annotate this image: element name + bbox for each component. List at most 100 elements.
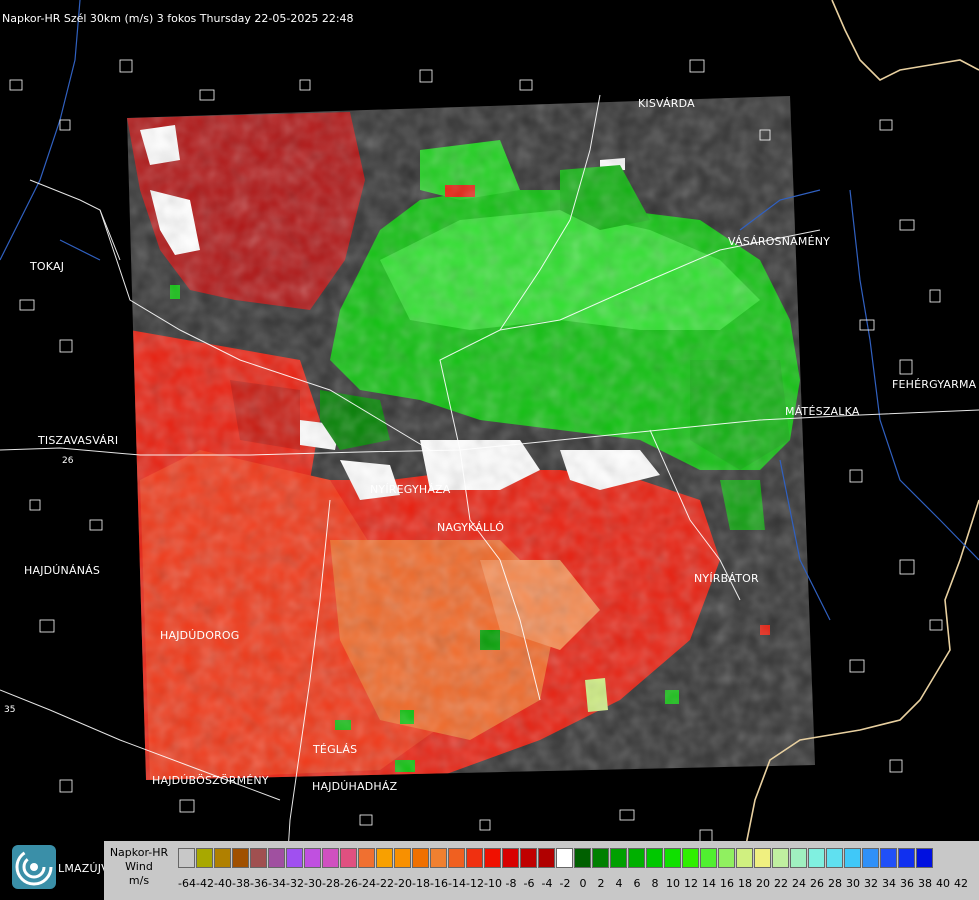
legend-swatch <box>448 848 465 868</box>
legend-tick-label: -18 <box>412 877 430 890</box>
legend-swatch <box>484 848 501 868</box>
legend-swatch <box>862 848 879 868</box>
swirl-icon <box>15 848 53 886</box>
legend-tick-label: 12 <box>684 877 698 890</box>
legend-swatch <box>196 848 213 868</box>
legend-tick-label: -10 <box>484 877 502 890</box>
legend-swatch <box>322 848 339 868</box>
legend-swatches <box>178 848 934 868</box>
legend-tick-label: 24 <box>792 877 806 890</box>
legend-swatch <box>682 848 699 868</box>
legend-tick-label: 34 <box>882 877 896 890</box>
legend-swatch <box>178 848 195 868</box>
legend-tick-label: 10 <box>666 877 680 890</box>
legend-swatch <box>574 848 591 868</box>
legend-tick-label: 4 <box>615 877 623 890</box>
legend-swatch <box>376 848 393 868</box>
legend-tick-label: 36 <box>900 877 914 890</box>
legend-tick-label: -2 <box>559 877 571 890</box>
legend-swatch <box>466 848 483 868</box>
legend-tick-label: -42 <box>196 877 214 890</box>
legend-tick-label: -16 <box>430 877 448 890</box>
legend-tick-label: -24 <box>358 877 376 890</box>
legend-tick-label: -38 <box>232 877 250 890</box>
legend-swatch <box>628 848 645 868</box>
legend-swatch <box>232 848 249 868</box>
legend-tick-label: 42 <box>954 877 968 890</box>
city-label-hajdunanas: HAJDÚNÁNÁS <box>24 564 101 577</box>
legend-swatch <box>898 848 915 868</box>
legend-tick-label: 16 <box>720 877 734 890</box>
legend-swatch <box>286 848 303 868</box>
legend-tick-label: -20 <box>394 877 412 890</box>
city-label-hajduhadhaz: HAJDÚHADHÁZ <box>312 780 398 793</box>
road-number-35: 35 <box>4 705 15 715</box>
legend-tick-label: 22 <box>774 877 788 890</box>
legend-swatch <box>646 848 663 868</box>
legend-tick-label: 40 <box>936 877 950 890</box>
legend-quantity: Wind <box>125 860 153 873</box>
legend-tick-label: -40 <box>214 877 232 890</box>
legend-tick-label: 2 <box>597 877 605 890</box>
legend-swatch <box>610 848 627 868</box>
legend-source: Napkor-HR <box>109 846 169 859</box>
legend-swatch <box>772 848 789 868</box>
city-label-kisvarda: KISVÁRDA <box>638 97 695 110</box>
legend-swatch <box>790 848 807 868</box>
legend-swatch <box>520 848 537 868</box>
map-title: Napkor-HR Szél 30km (m/s) 3 fokos Thursd… <box>2 12 354 25</box>
legend-tick-label: 30 <box>846 877 860 890</box>
legend-unit: m/s <box>128 874 150 887</box>
legend-swatch <box>250 848 267 868</box>
legend-swatch <box>394 848 411 868</box>
legend-swatch <box>916 848 933 868</box>
legend-swatch <box>880 848 897 868</box>
legend-swatch <box>754 848 771 868</box>
city-label-nagykallo: NAGYKÁLLÓ <box>437 521 505 534</box>
city-label-hajduboszormeny: HAJDÚBÖSZÖRMÉNY <box>152 774 269 787</box>
legend-swatch <box>736 848 753 868</box>
legend-tick-label: -14 <box>448 877 466 890</box>
legend-tick-label: 14 <box>702 877 716 890</box>
legend-swatch <box>340 848 357 868</box>
settlement-outlines <box>9 59 943 843</box>
city-label-teglas: TÉGLÁS <box>313 743 358 756</box>
legend-tick-label: -30 <box>304 877 322 890</box>
legend-tick-label: 32 <box>864 877 878 890</box>
legend-swatch <box>664 848 681 868</box>
legend-swatch <box>538 848 555 868</box>
legend-tick-label: 8 <box>651 877 659 890</box>
city-label-hajdudorog: HAJDÚDOROG <box>160 629 240 642</box>
legend-swatch <box>502 848 519 868</box>
city-label-tiszavasvari: TISZAVASVÁRI <box>38 434 119 447</box>
legend-swatch <box>844 848 861 868</box>
legend-swatch <box>808 848 825 868</box>
legend-swatch <box>592 848 609 868</box>
legend-swatch <box>718 848 735 868</box>
legend-tick-label: 20 <box>756 877 770 890</box>
legend-title: Napkor-HR Wind m/s <box>104 846 174 888</box>
border-line <box>741 0 979 900</box>
river-lines <box>0 0 979 621</box>
legend-swatch <box>556 848 573 868</box>
napkor-logo <box>12 845 56 889</box>
city-label-fehergyarmat: FEHÉRGYARMA <box>892 378 977 391</box>
road-lines <box>0 94 979 900</box>
city-label-nyirbator: NYÍRBÁTOR <box>694 572 759 585</box>
legend-swatch <box>304 848 321 868</box>
legend-swatch <box>700 848 717 868</box>
legend-tick-label: -4 <box>541 877 553 890</box>
legend-swatch <box>412 848 429 868</box>
legend-tick-label: -34 <box>268 877 286 890</box>
city-label-nyiregyhaza: NYÍREGYHÁZA <box>370 483 451 496</box>
legend-tick-label: -12 <box>466 877 484 890</box>
legend-tick-label: 6 <box>633 877 641 890</box>
city-label-tokaj: TOKAJ <box>30 260 65 273</box>
legend-tick-label: 28 <box>828 877 842 890</box>
legend-tick-label: -8 <box>505 877 517 890</box>
legend-tick-label: -64 <box>178 877 196 890</box>
legend-swatch <box>268 848 285 868</box>
legend-tick-label: -28 <box>322 877 340 890</box>
legend-tick-label: 38 <box>918 877 932 890</box>
